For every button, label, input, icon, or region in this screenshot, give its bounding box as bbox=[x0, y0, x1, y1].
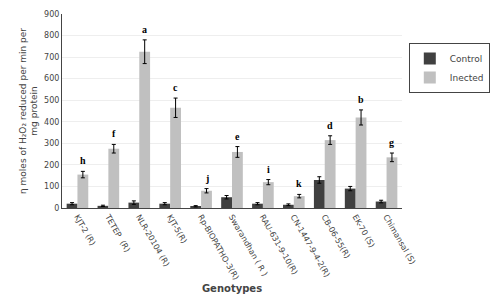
svg-text:h: h bbox=[80, 155, 86, 166]
svg-text:k: k bbox=[296, 178, 302, 189]
svg-text:Genotypes: Genotypes bbox=[202, 283, 262, 294]
svg-text:g: g bbox=[389, 137, 394, 148]
svg-text:e: e bbox=[235, 131, 240, 142]
svg-text:Rp-BIOPATHO-3(R): Rp-BIOPATHO-3(R) bbox=[196, 213, 241, 281]
svg-text:b: b bbox=[358, 94, 364, 105]
svg-text:CN-1447-9-4-2(R): CN-1447-9-4-2(R) bbox=[289, 213, 332, 279]
svg-text:200: 200 bbox=[44, 161, 59, 170]
svg-text:Control: Control bbox=[450, 54, 483, 64]
svg-text:Inected: Inected bbox=[450, 73, 484, 83]
svg-text:KJT-2 (R): KJT-2 (R) bbox=[72, 213, 97, 247]
svg-text:0: 0 bbox=[54, 204, 59, 213]
svg-text:100: 100 bbox=[44, 182, 59, 191]
svg-text:500: 500 bbox=[44, 96, 59, 105]
svg-text:RAU-631-9-10(R): RAU-631-9-10(R) bbox=[258, 213, 300, 276]
svg-text:900: 900 bbox=[44, 10, 59, 19]
svg-text:c: c bbox=[173, 82, 178, 93]
svg-text:a: a bbox=[142, 24, 147, 35]
svg-text:TETEP (R): TETEP (R) bbox=[103, 212, 132, 253]
svg-text:600: 600 bbox=[44, 74, 59, 83]
svg-text:Chimansal (S): Chimansal (S) bbox=[381, 213, 417, 266]
svg-text:EK-70 (S): EK-70 (S) bbox=[350, 213, 376, 249]
svg-text:700: 700 bbox=[44, 53, 59, 62]
svg-text:300: 300 bbox=[44, 139, 59, 148]
svg-text:j: j bbox=[205, 173, 209, 184]
svg-text:i: i bbox=[267, 164, 270, 175]
svg-text:d: d bbox=[327, 120, 333, 131]
svg-text:CB-06-55(R): CB-06-55(R) bbox=[320, 213, 352, 260]
svg-text:NLR-20104 (R): NLR-20104 (R) bbox=[134, 213, 171, 268]
svg-text:f: f bbox=[112, 128, 116, 139]
svg-text:KJT-5(R): KJT-5(R) bbox=[165, 213, 189, 245]
svg-text:η moles of H₂O₂ reduced per mi: η moles of H₂O₂ reduced per min permg pr… bbox=[18, 28, 40, 194]
svg-text:400: 400 bbox=[44, 118, 59, 127]
svg-text:Swarandhan ( R ): Swarandhan ( R ) bbox=[227, 213, 269, 278]
svg-text:800: 800 bbox=[44, 31, 59, 40]
